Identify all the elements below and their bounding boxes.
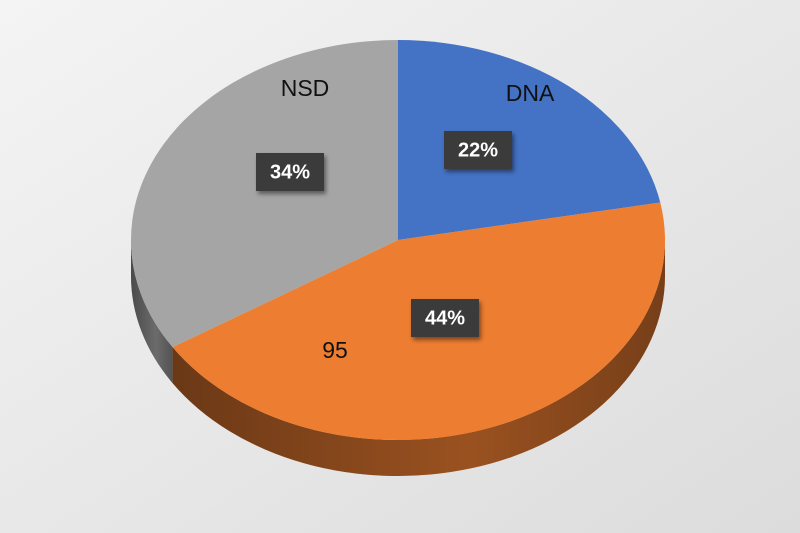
data-label: 34% <box>270 161 310 183</box>
pie-sides <box>131 240 665 477</box>
slice <box>131 40 398 348</box>
category-label: NSD <box>281 75 330 101</box>
data-label: 44% <box>425 307 465 329</box>
data-label-box <box>256 153 324 191</box>
pie-tops <box>131 40 665 440</box>
labels: DNA 22% 95 44% NSD 34% <box>256 75 555 363</box>
category-label: 95 <box>322 337 348 363</box>
data-label-box <box>444 131 512 169</box>
data-label: 22% <box>458 139 498 161</box>
data-label-box <box>411 299 479 337</box>
slice <box>398 40 661 240</box>
slice-side-shade <box>172 240 665 477</box>
category-label: DNA <box>506 80 555 106</box>
slice-side-shade <box>131 240 173 384</box>
